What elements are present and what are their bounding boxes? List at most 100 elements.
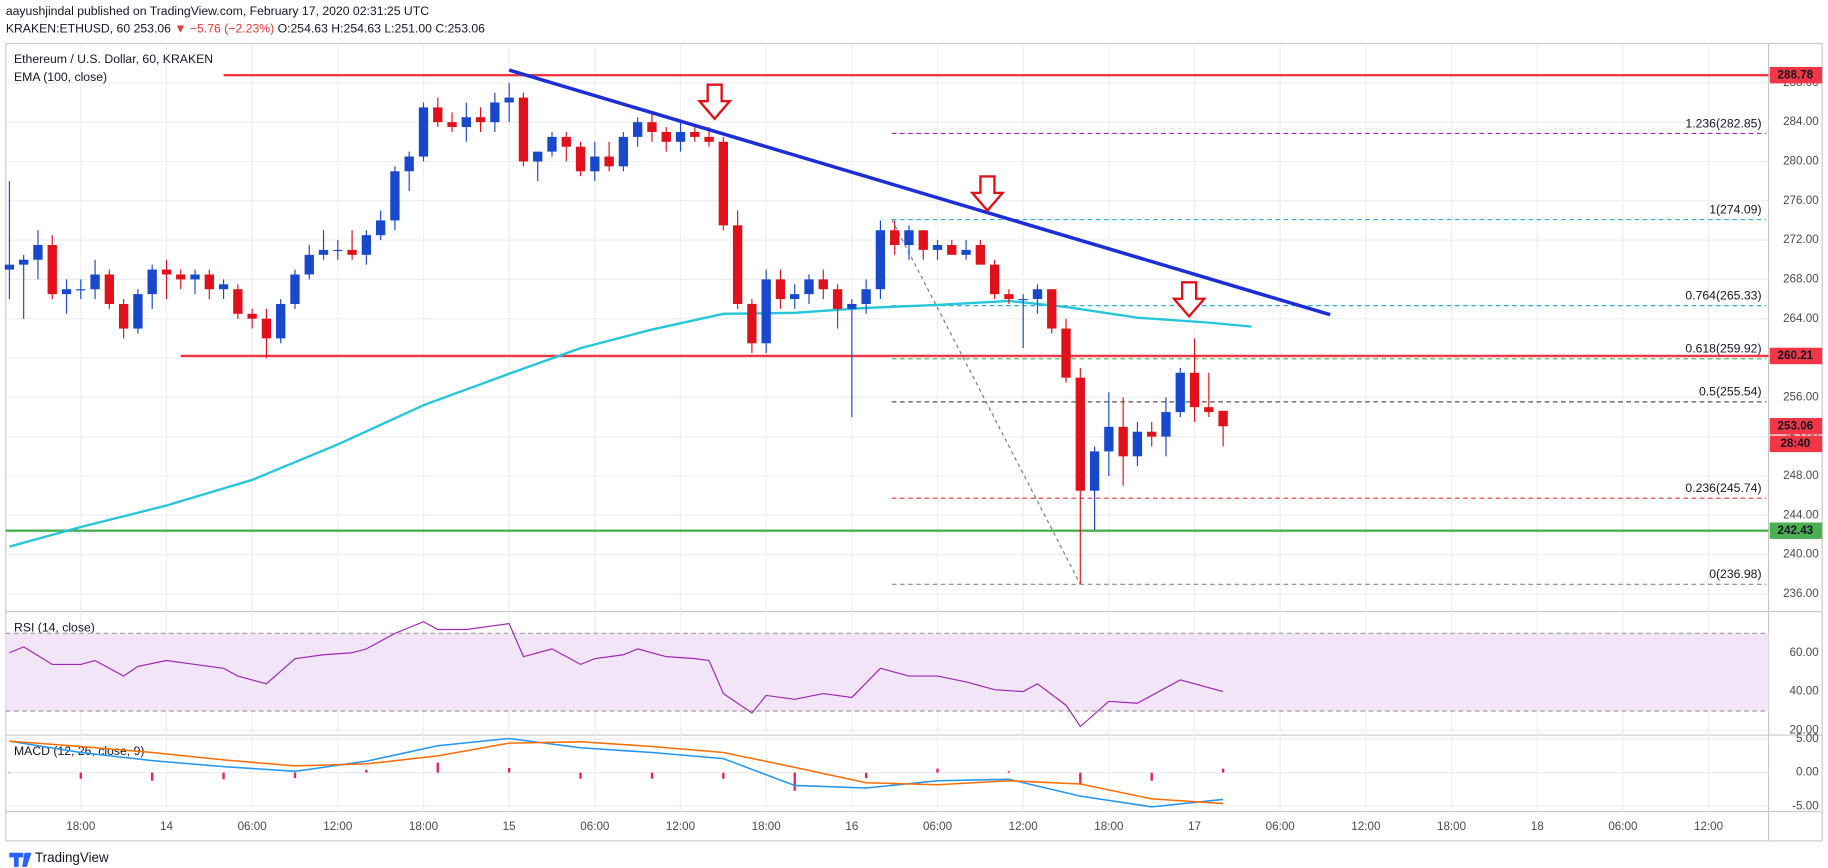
candle-body	[147, 269, 157, 295]
price-tag	[1769, 522, 1823, 539]
rsi-line	[9, 621, 1224, 728]
x-tick-label: 18:00	[66, 820, 96, 833]
macd-hist	[1079, 772, 1082, 785]
price-tag	[1769, 418, 1823, 435]
candle-body	[1147, 431, 1157, 437]
candle-body	[832, 289, 843, 309]
candle-body	[133, 294, 143, 329]
candle-body	[761, 279, 771, 344]
candle-body	[475, 117, 486, 123]
y-tick-label: 240.00	[1783, 548, 1819, 561]
candle-body	[4, 264, 15, 270]
y-tick-label: 276.00	[1783, 194, 1819, 207]
candle-body	[361, 235, 372, 255]
y-tick-label: 20.00	[1790, 723, 1820, 736]
macd-hist	[650, 772, 654, 779]
price-tag-label: 253.06	[1778, 419, 1814, 432]
x-tick-label: 12:00	[323, 820, 353, 833]
pane-title: RSI (14, close)	[14, 620, 95, 634]
candle-body	[447, 122, 457, 128]
x-tick-label: 18:00	[1437, 820, 1467, 833]
price-tag	[1769, 66, 1823, 84]
candle-body	[333, 249, 343, 252]
candle-body	[104, 274, 115, 304]
y-tick-label: 0.00	[1796, 766, 1819, 779]
macd-hist	[79, 772, 82, 779]
macd-hist	[151, 772, 154, 781]
brand: TradingView	[35, 850, 109, 865]
candle-body	[118, 303, 129, 329]
x-tick-label: 12:00	[666, 820, 696, 833]
change: ▼ −5.76 (−2.23%)	[174, 22, 274, 36]
y-tick-label: 248.00	[1783, 469, 1819, 482]
candle-body	[747, 303, 757, 344]
fib-label: 0(236.98)	[1709, 567, 1761, 581]
candle-body	[690, 131, 700, 137]
countdown: 28:40	[1780, 437, 1810, 450]
annotation-arrows	[696, 83, 1207, 319]
candle-body	[390, 171, 400, 221]
candle-body	[661, 131, 671, 142]
candle-body	[775, 279, 786, 300]
arrow	[969, 175, 1006, 213]
x-tick-label: 14	[160, 820, 173, 833]
candle-body	[47, 244, 57, 295]
candle-body	[975, 244, 986, 265]
candle-body	[290, 274, 300, 304]
y-tick-label: 280.00	[1783, 155, 1819, 168]
y-tick-label: 236.00	[1783, 587, 1819, 600]
candle-body	[161, 269, 172, 275]
candle-body	[176, 274, 186, 280]
candle-body	[1204, 407, 1214, 413]
macd-hist	[1221, 768, 1225, 773]
candle-body	[818, 279, 828, 290]
arrow	[696, 83, 733, 121]
macd-hist	[579, 772, 582, 779]
candle-body	[633, 122, 643, 137]
last-price: 253.06	[134, 22, 172, 36]
candle-body	[1161, 412, 1171, 437]
publisher: aayushjindal published on TradingView.co…	[6, 4, 429, 18]
ema-line	[9, 299, 1252, 548]
x-tick-label: 18	[1531, 820, 1544, 833]
candle-body	[904, 230, 914, 245]
price-tag-label: 288.78	[1778, 68, 1814, 81]
candle-body	[604, 156, 614, 167]
candle-body	[732, 225, 743, 304]
candle-body	[561, 136, 571, 147]
macd-hist	[864, 772, 868, 779]
fib-label: 0.5(255.54)	[1699, 385, 1762, 399]
x-tick-label: 06:00	[580, 820, 610, 833]
ema-title: EMA (100, close)	[14, 70, 107, 84]
x-tick-label: 18:00	[1094, 820, 1124, 833]
price-tag-label: 242.43	[1778, 524, 1814, 537]
logo	[9, 852, 32, 867]
countdown-tag	[1769, 435, 1823, 453]
macd-hist	[722, 772, 725, 779]
candle-body	[61, 289, 72, 295]
macd-hist	[507, 767, 511, 773]
candle-body	[1032, 289, 1043, 300]
candle-body	[847, 303, 857, 309]
candle-body	[590, 156, 600, 172]
fib-label: 1.236(282.85)	[1685, 116, 1761, 130]
candle-body	[1075, 377, 1085, 491]
fib-trend	[891, 219, 1081, 585]
arrow	[1171, 281, 1207, 319]
candle-body	[33, 244, 43, 260]
candle-body	[1118, 426, 1128, 457]
y-tick-label: 40.00	[1790, 685, 1820, 698]
macd-hist	[365, 769, 368, 773]
x-tick-label: 17	[1188, 820, 1201, 833]
price-tag	[1769, 347, 1823, 365]
candle-body	[1061, 328, 1071, 378]
candle-body	[261, 318, 272, 339]
candle-body	[204, 274, 214, 290]
x-tick-label: 06:00	[923, 820, 953, 833]
candle-body	[1189, 372, 1200, 408]
candle-body	[461, 117, 471, 128]
candle-body	[575, 146, 586, 172]
ohlc-open: O:254.63	[278, 22, 328, 36]
ohlc-close: C:253.06	[435, 22, 485, 36]
